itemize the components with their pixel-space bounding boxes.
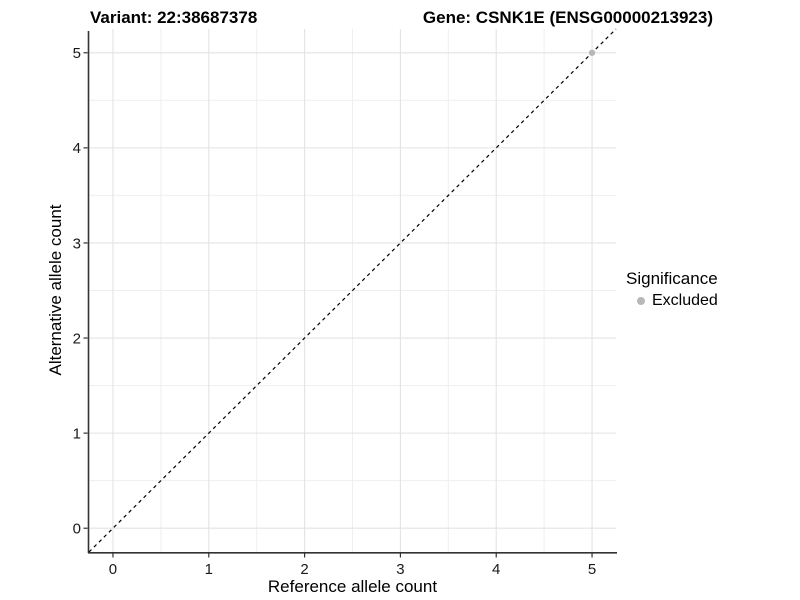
- y-tick-label: 3: [73, 235, 81, 252]
- y-tick-label: 1: [73, 425, 81, 442]
- x-tick-label: 1: [205, 561, 213, 578]
- legend-key-circle-icon: [637, 297, 645, 305]
- x-axis-label: Reference allele count: [267, 577, 438, 596]
- legend-title: Significance: [626, 269, 718, 288]
- legend-item-excluded: Excluded: [626, 292, 718, 310]
- x-tick-label: 5: [588, 561, 596, 578]
- y-tick-label: 0: [73, 521, 81, 538]
- legend-item-label: Excluded: [652, 292, 718, 309]
- x-tick-label: 0: [109, 561, 117, 578]
- y-tick-label: 2: [73, 330, 81, 347]
- y-tick-label: 5: [73, 45, 81, 62]
- y-axis-label: Alternative allele count: [46, 204, 65, 376]
- legend: Significance Excluded: [626, 269, 718, 310]
- y-tick-label: 4: [73, 140, 81, 157]
- x-tick-label: 3: [396, 561, 404, 578]
- data-point-excluded: [588, 49, 596, 56]
- x-tick-label: 2: [300, 561, 308, 578]
- plot-title: Variant: 22:38687378 Gene: CSNK1E (ENSG0…: [90, 8, 713, 28]
- gene-title: Gene: CSNK1E (ENSG00000213923): [422, 8, 713, 27]
- variant-title: Variant: 22:38687378: [90, 8, 258, 27]
- x-tick-label: 4: [492, 561, 500, 578]
